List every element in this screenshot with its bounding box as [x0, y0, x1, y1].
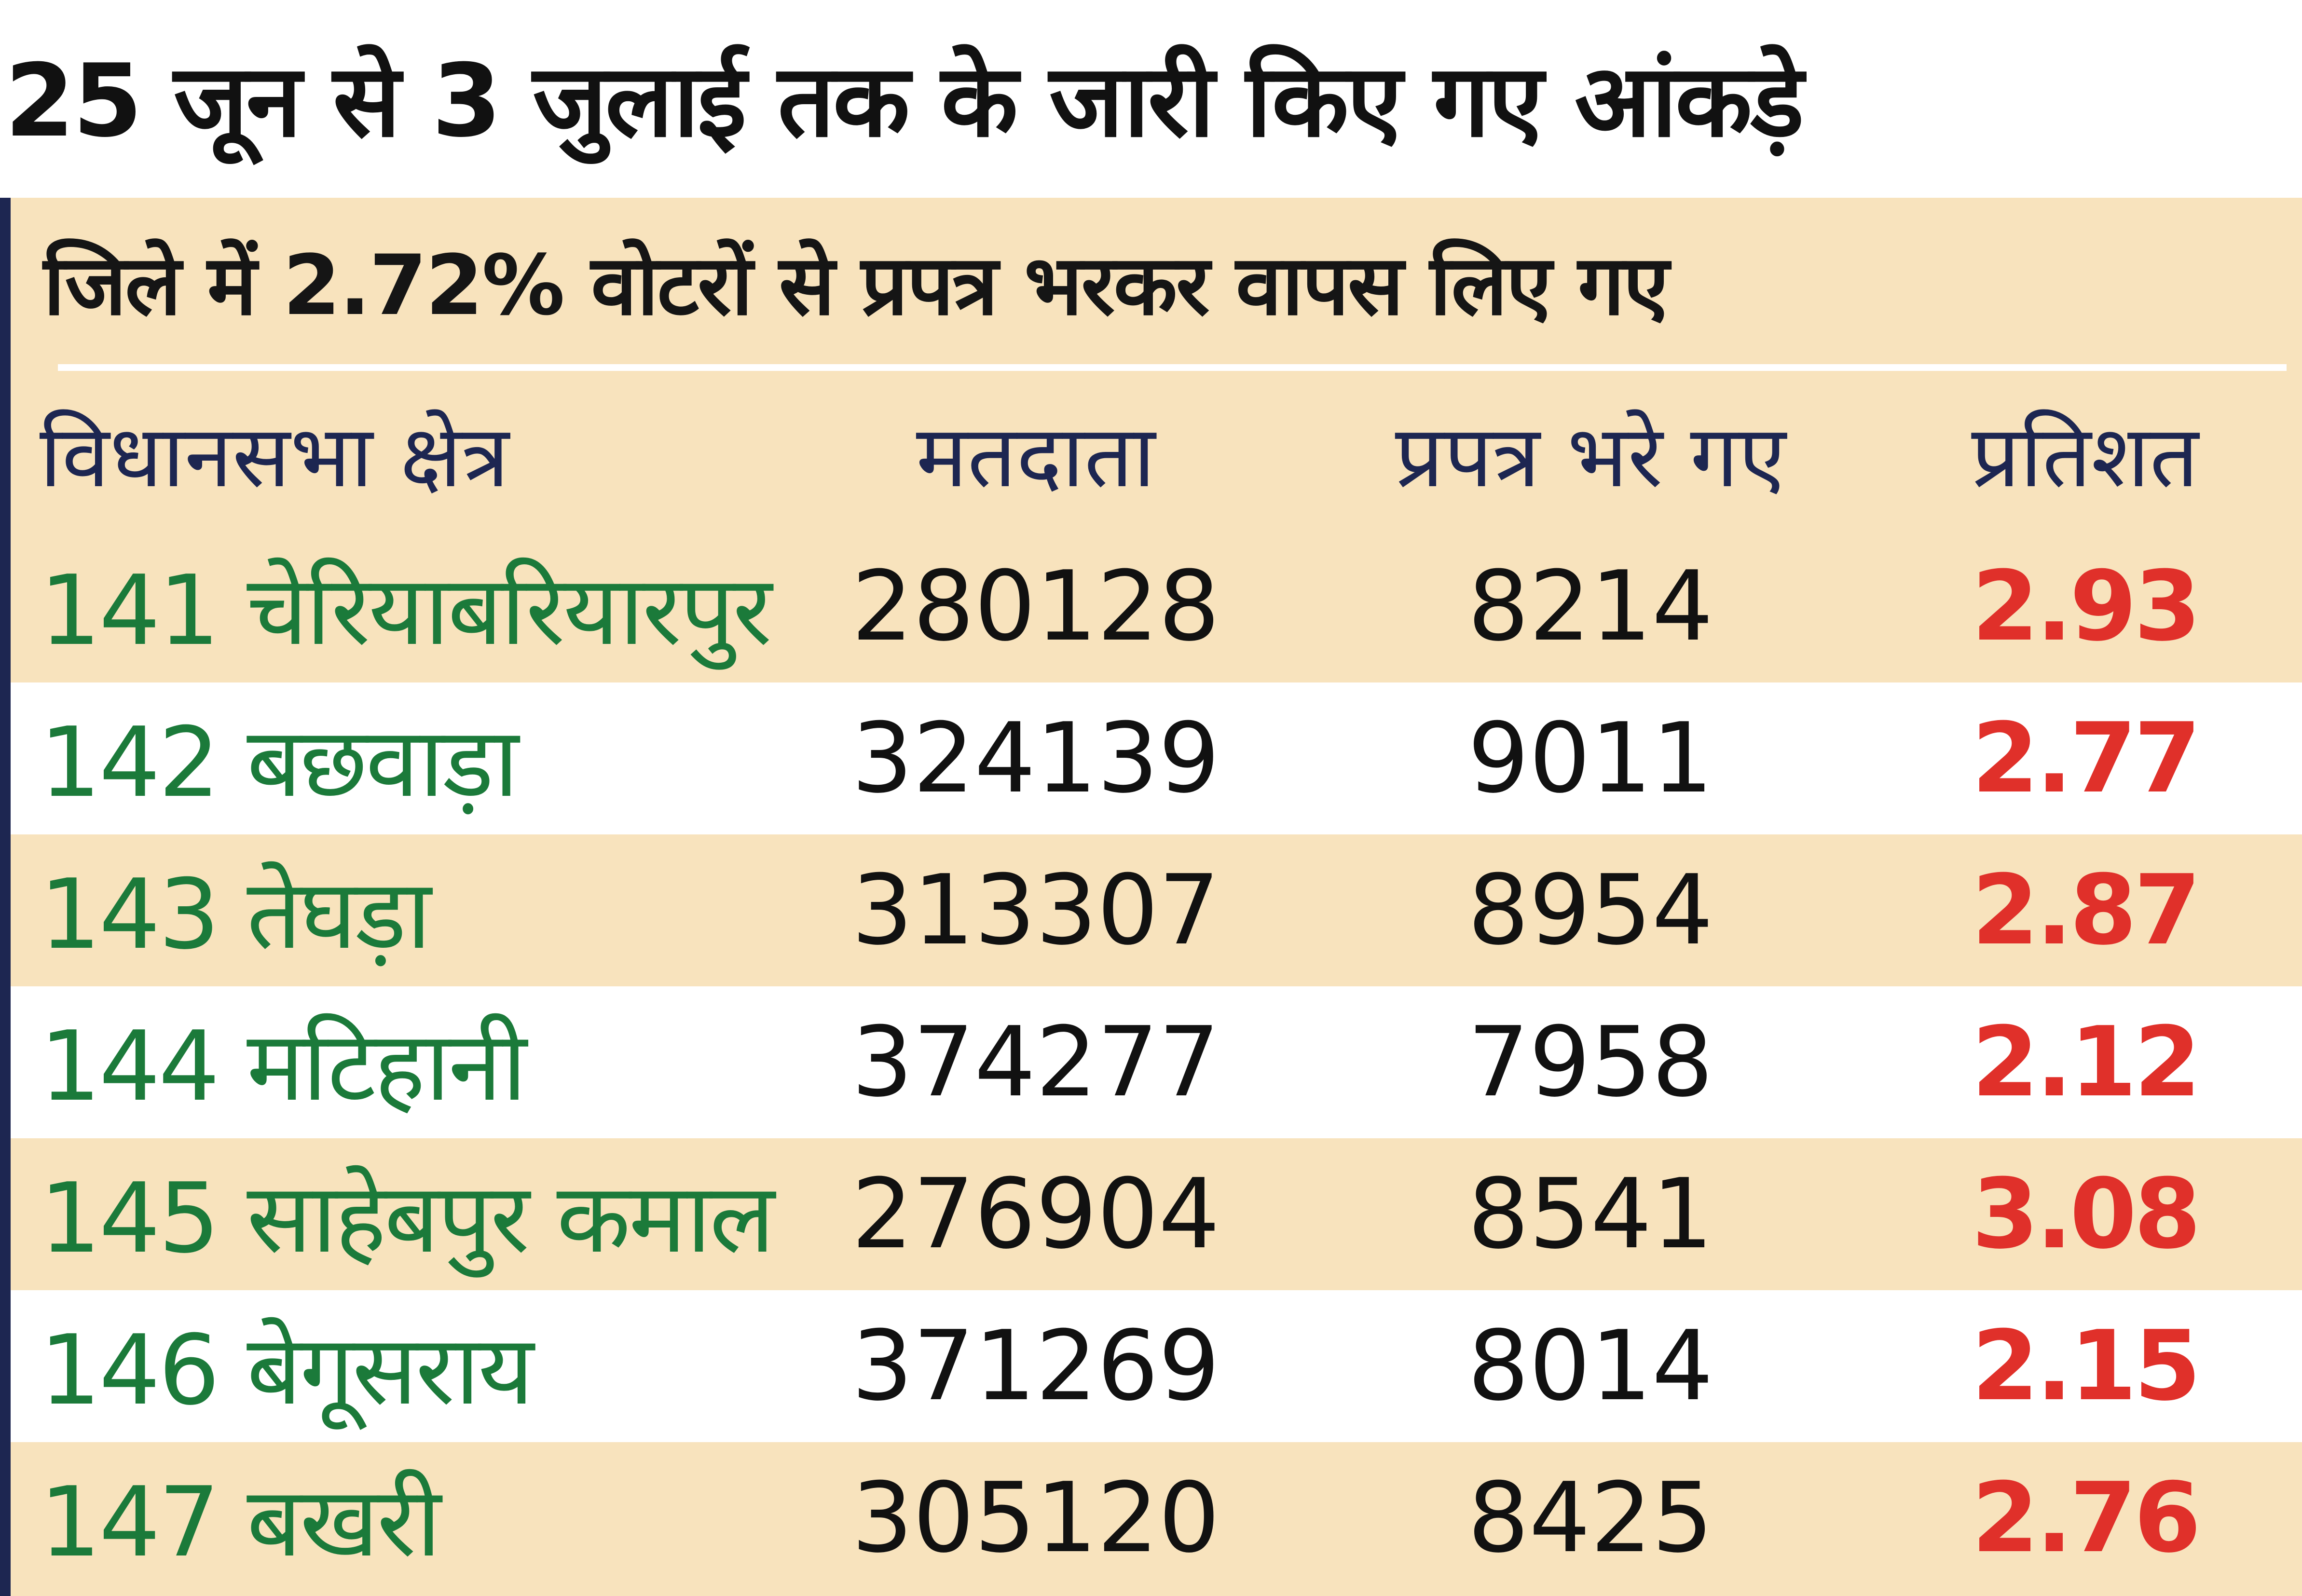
- forms-cell: 8014: [1467, 1310, 1713, 1422]
- table-row: 143 तेघड़ा 313307 8954 2.87: [11, 834, 2302, 986]
- forms-cell: 8541: [1467, 1158, 1713, 1270]
- forms-cell: 9011: [1467, 702, 1713, 815]
- forms-cell: 8214: [1467, 550, 1713, 663]
- column-header-forms: प्रपत्र भरे गए: [1395, 407, 1786, 506]
- percent-cell: 2.87: [1972, 854, 2201, 967]
- table-row: 145 साहेबपुर कमाल 276904 8541 3.08: [11, 1138, 2302, 1290]
- table-row: 146 बेगूसराय 371269 8014 2.15: [11, 1290, 2302, 1442]
- table-row: 141 चेरियाबरियारपुर 280128 8214 2.93: [11, 531, 2302, 682]
- voters-cell: 374277: [851, 1006, 1220, 1119]
- voters-cell: 313307: [851, 854, 1220, 967]
- percent-cell: 2.77: [1972, 702, 2201, 815]
- percent-cell: 2.76: [1972, 1462, 2201, 1574]
- constituency-cell: 144 मटिहानी: [40, 1010, 527, 1123]
- percent-cell: 2.12: [1972, 1006, 2201, 1119]
- subtitle-divider: [58, 364, 2287, 371]
- table-header-row: विधानसभा क्षेत्र मतदाता प्रपत्र भरे गए प…: [11, 381, 2302, 526]
- table-row: 147 बखरी 305120 8425 2.76: [11, 1442, 2302, 1594]
- constituency-cell: 145 साहेबपुर कमाल: [40, 1162, 775, 1275]
- constituency-cell: 143 तेघड़ा: [40, 859, 431, 971]
- voters-cell: 324139: [851, 702, 1220, 815]
- percent-cell: 2.93: [1972, 550, 2201, 663]
- voters-cell: 276904: [851, 1158, 1220, 1270]
- column-header-percent: प्रतिशत: [1971, 407, 2199, 506]
- percent-cell: 2.15: [1972, 1310, 2201, 1422]
- constituency-cell: 141 चेरियाबरियारपुर: [40, 555, 772, 667]
- table-row: 142 बछवाड़ा 324139 9011 2.77: [11, 682, 2302, 834]
- subtitle: जिले में 2.72% वोटरों से प्रपत्र भरकर वा…: [43, 237, 1669, 334]
- constituency-cell: 142 बछवाड़ा: [40, 707, 519, 819]
- voters-cell: 371269: [851, 1310, 1220, 1422]
- forms-cell: 8954: [1467, 854, 1713, 967]
- voters-cell: 280128: [851, 550, 1220, 663]
- table-row: 144 मटिहानी 374277 7958 2.12: [11, 986, 2302, 1138]
- headline: 25 जून से 3 जुलाई तक के जारी किए गए आंकड…: [5, 42, 1804, 160]
- percent-cell: 3.08: [1972, 1158, 2201, 1270]
- left-accent-rule: [0, 198, 11, 1596]
- constituency-cell: 147 बखरी: [40, 1466, 441, 1579]
- constituency-cell: 146 बेगूसराय: [40, 1314, 534, 1427]
- forms-cell: 7958: [1467, 1006, 1713, 1119]
- forms-cell: 8425: [1467, 1462, 1713, 1574]
- table-body: 141 चेरियाबरियारपुर 280128 8214 2.93 142…: [11, 531, 2302, 1596]
- column-header-constituency: विधानसभा क्षेत्र: [40, 407, 509, 506]
- column-header-voters: मतदाता: [916, 407, 1156, 506]
- voters-cell: 305120: [851, 1462, 1220, 1574]
